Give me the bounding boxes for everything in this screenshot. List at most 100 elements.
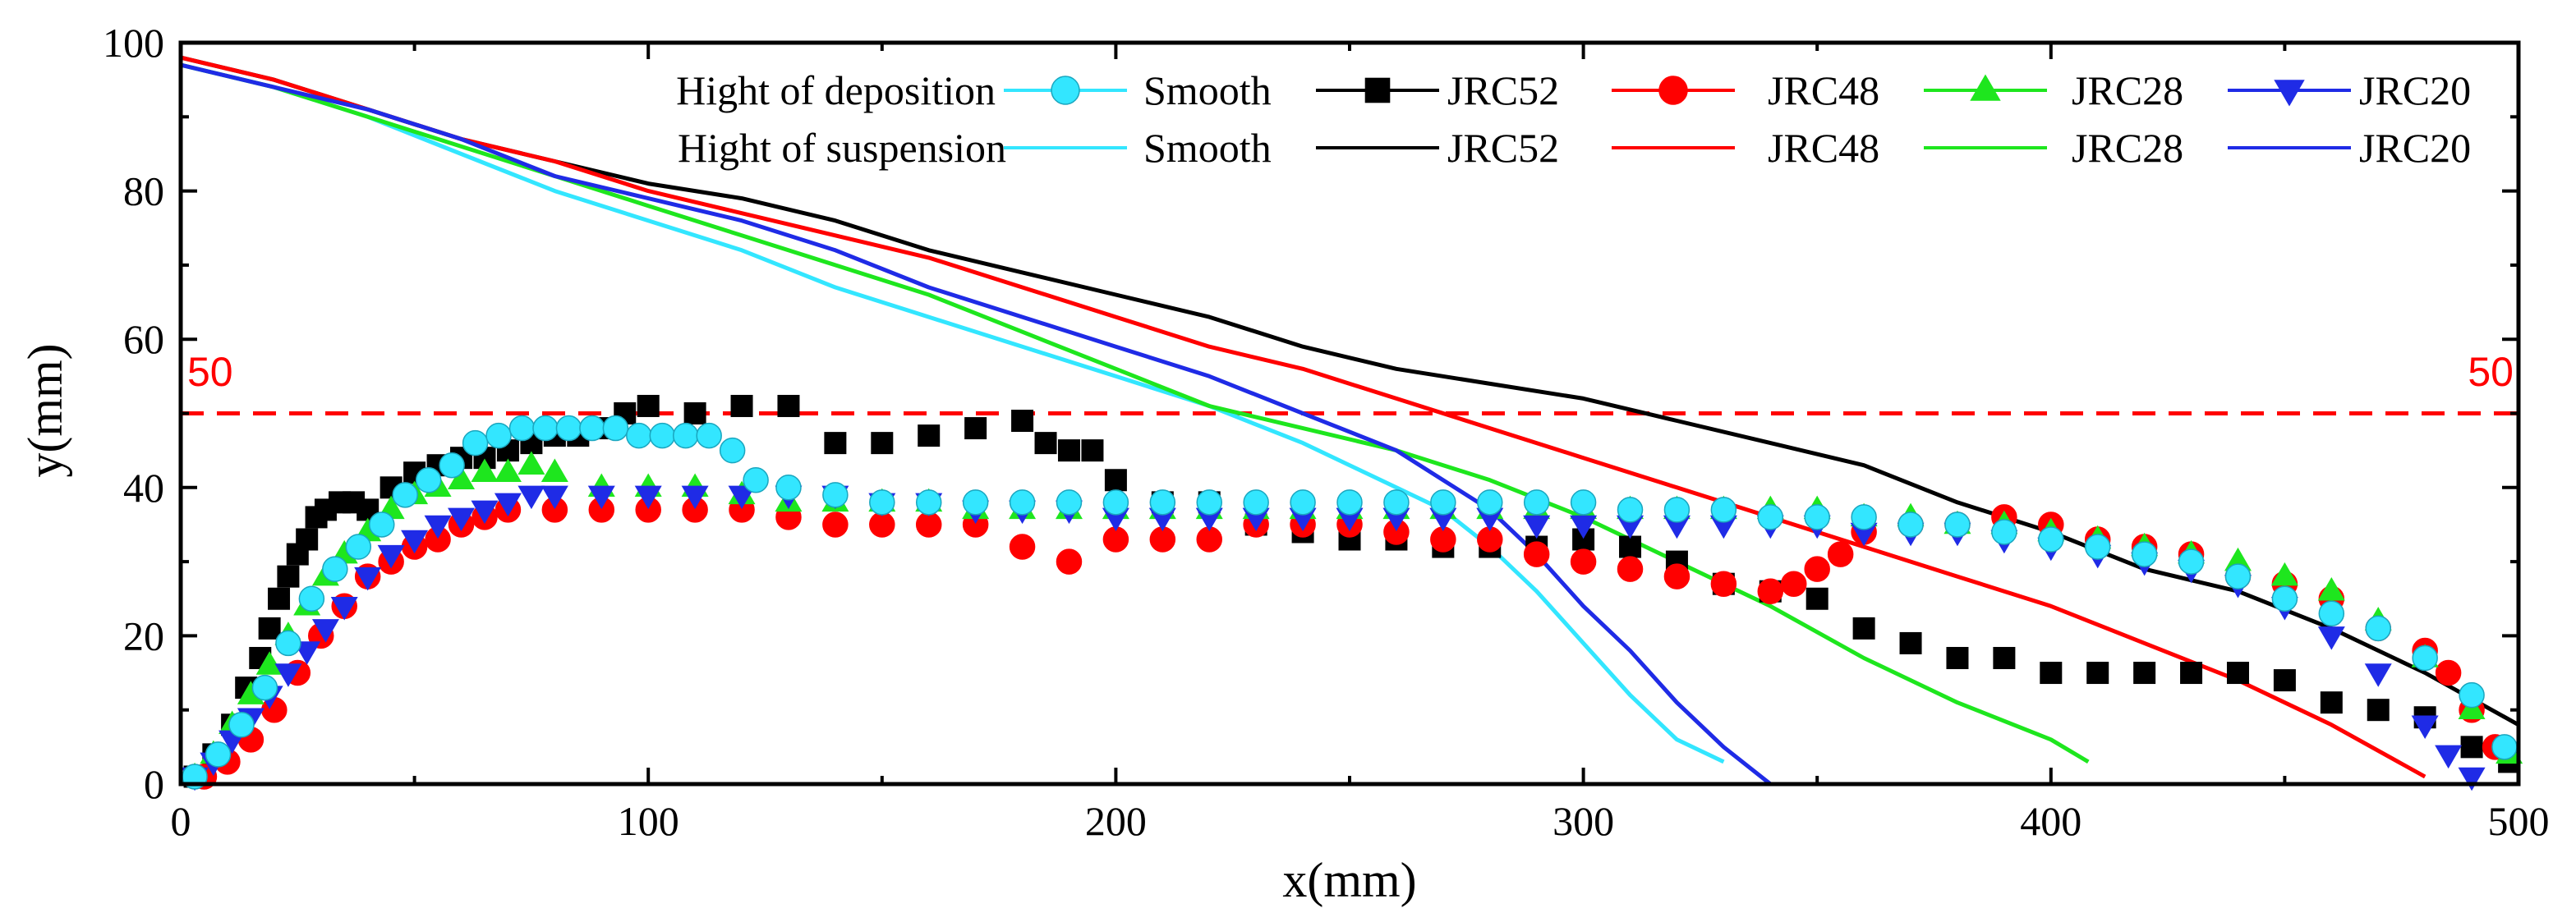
point-deposition-smooth [2131, 541, 2158, 567]
point-deposition-jrc28 [237, 681, 264, 704]
point-deposition-jrc28 [448, 466, 476, 490]
point-deposition-jrc20 [1429, 507, 1457, 532]
point-deposition-smooth [228, 712, 255, 738]
point-deposition-smooth [2459, 681, 2485, 709]
point-deposition-smooth [369, 511, 395, 538]
point-deposition-smooth [696, 422, 722, 449]
point-deposition-jrc48 [1757, 578, 1784, 604]
x-tick-label: 400 [2020, 798, 2082, 844]
point-deposition-jrc20 [377, 544, 405, 569]
y-tick-label: 40 [123, 465, 164, 511]
point-deposition-smooth [439, 452, 465, 479]
point-deposition-jrc52 [1993, 646, 2016, 669]
legend-item-suspension-jrc52: JRC52 [1316, 125, 1559, 171]
point-deposition-jrc20 [1570, 515, 1598, 539]
point-deposition-smooth [1617, 497, 1644, 523]
point-deposition-smooth [822, 482, 849, 508]
point-deposition-jrc52 [730, 394, 753, 417]
point-deposition-jrc20 [681, 485, 709, 510]
y-axis-title: y(mm) [18, 343, 72, 477]
point-deposition-jrc20 [311, 619, 339, 643]
point-deposition-jrc20 [1102, 507, 1129, 532]
series-deposition-jrc20 [181, 485, 2486, 791]
point-deposition-jrc20 [1336, 507, 1364, 532]
point-deposition-smooth [1757, 504, 1784, 530]
point-deposition-jrc28 [540, 458, 568, 482]
point-deposition-jrc52 [637, 394, 660, 417]
point-deposition-jrc20 [2411, 715, 2439, 740]
x-tick-label: 100 [618, 798, 679, 844]
point-deposition-jrc52 [871, 432, 894, 455]
point-deposition-smooth [743, 467, 769, 493]
series-suspension-jrc48 [180, 55, 2426, 779]
y-tick-label: 100 [103, 20, 164, 66]
point-deposition-smooth [2271, 585, 2298, 612]
line-suspension-jrc28 [180, 62, 2090, 764]
point-deposition-smooth [1430, 489, 1456, 516]
point-deposition-smooth [775, 475, 802, 501]
point-deposition-jrc20 [274, 663, 302, 687]
point-deposition-smooth [1383, 489, 1410, 516]
point-deposition-jrc52 [2273, 669, 2296, 692]
point-deposition-jrc48 [2435, 659, 2462, 686]
point-deposition-jrc28 [518, 451, 545, 475]
point-deposition-smooth [415, 467, 442, 493]
point-deposition-smooth [298, 585, 325, 612]
point-deposition-smooth [322, 556, 348, 582]
legend-marker [1364, 77, 1391, 103]
point-deposition-jrc20 [1289, 507, 1317, 532]
point-deposition-jrc48 [1780, 571, 1807, 597]
point-deposition-smooth [1009, 489, 1036, 516]
point-deposition-jrc52 [296, 528, 319, 551]
point-deposition-jrc52 [777, 394, 800, 417]
axes: 0 100 200 300 400 500 0 20 40 60 80 100 [103, 20, 2550, 844]
point-deposition-smooth [1336, 489, 1363, 516]
legend-item-deposition-jrc28: JRC28 [1924, 67, 2183, 113]
point-deposition-jrc20 [2364, 663, 2392, 687]
y-tick-label: 60 [123, 316, 164, 362]
legend-item-deposition-smooth: Smooth [1004, 67, 1272, 113]
legend-row-label-suspension: Hight of suspension [678, 125, 1006, 171]
point-deposition-jrc52 [1081, 439, 1104, 462]
point-deposition-jrc52 [2180, 662, 2203, 685]
point-deposition-smooth [2038, 526, 2064, 553]
point-deposition-jrc28 [2317, 576, 2345, 601]
point-deposition-jrc52 [1011, 410, 1034, 433]
point-deposition-jrc52 [258, 617, 281, 640]
point-deposition-smooth [626, 422, 652, 449]
legend-item-deposition-jrc20: JRC20 [2228, 67, 2471, 113]
point-deposition-smooth [1898, 511, 1924, 538]
point-deposition-smooth [485, 422, 512, 449]
point-deposition-smooth [579, 415, 605, 442]
point-deposition-jrc20 [1242, 507, 1270, 532]
point-deposition-jrc20 [1617, 515, 1644, 539]
series-suspension-smooth [180, 62, 1725, 764]
point-deposition-smooth [915, 489, 942, 516]
series-layer [180, 55, 2523, 791]
point-deposition-jrc28 [2270, 562, 2298, 586]
point-deposition-smooth [462, 429, 489, 456]
point-deposition-jrc20 [518, 485, 545, 510]
point-deposition-jrc20 [330, 597, 358, 621]
point-deposition-jrc20 [728, 485, 756, 510]
point-deposition-jrc52 [683, 402, 706, 424]
y-tick-label: 20 [123, 612, 164, 658]
x-axis-title: x(mm) [1282, 853, 1416, 907]
point-deposition-smooth [602, 415, 629, 442]
point-deposition-smooth [1570, 489, 1597, 516]
point-deposition-smooth [2365, 615, 2391, 642]
legend-label: JRC48 [1768, 125, 1879, 171]
point-deposition-jrc28 [494, 458, 522, 482]
x-tick-label: 300 [1552, 798, 1614, 844]
series-suspension-jrc28 [180, 62, 2090, 764]
point-deposition-jrc52 [964, 417, 987, 440]
x-tick-label: 200 [1085, 798, 1147, 844]
legend-item-deposition-jrc48: JRC48 [1612, 67, 1879, 113]
point-deposition-jrc48 [1056, 548, 1083, 575]
point-deposition-smooth [251, 674, 278, 701]
point-deposition-jrc52 [1034, 432, 1057, 455]
point-deposition-smooth [275, 630, 301, 657]
point-deposition-smooth [1102, 489, 1129, 516]
point-deposition-jrc20 [2435, 745, 2463, 769]
series-suspension-jrc20 [180, 62, 1772, 786]
